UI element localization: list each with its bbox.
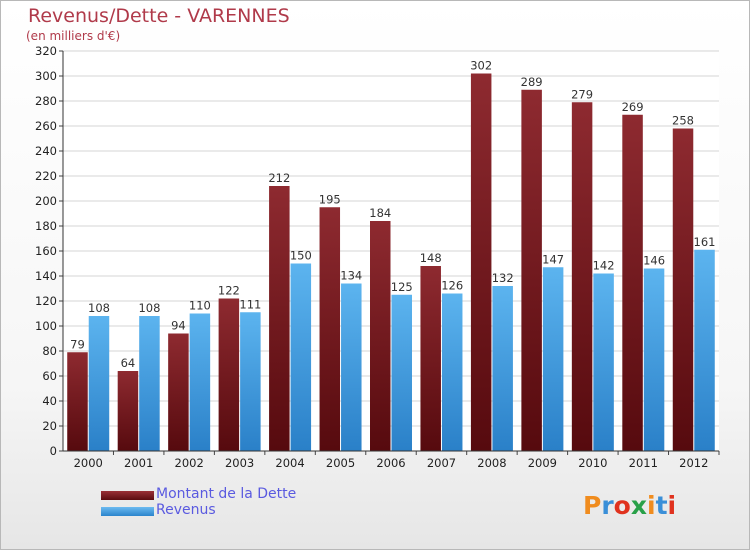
bar-debt: [67, 352, 88, 451]
data-label-revenue: 146: [643, 254, 665, 268]
y-tick-label: 200: [35, 194, 57, 208]
data-label-debt: 289: [521, 75, 543, 89]
y-tick-label: 40: [42, 394, 57, 408]
x-tick-label: 2011: [629, 456, 658, 470]
x-tick-label: 2005: [326, 456, 355, 470]
x-tick-label: 2007: [427, 456, 456, 470]
bar-debt: [117, 371, 139, 451]
bar-revenue: [189, 313, 211, 451]
bar-revenue: [139, 316, 160, 451]
x-tick-label: 2010: [578, 456, 607, 470]
bar-revenue: [643, 268, 665, 451]
data-label-revenue: 111: [239, 297, 261, 311]
logo-letter: x: [630, 491, 647, 520]
y-tick-label: 60: [42, 369, 57, 383]
data-label-debt: 94: [171, 319, 186, 333]
data-label-revenue: 161: [694, 235, 716, 249]
data-label-revenue: 108: [88, 301, 110, 315]
x-tick-label: 2000: [74, 456, 103, 470]
chart-title: Revenus/Dette - VARENNES: [28, 5, 290, 27]
bar-revenue: [542, 267, 564, 451]
logo-letter: P: [583, 491, 602, 520]
data-label-revenue: 134: [340, 269, 362, 283]
data-label-debt: 64: [121, 356, 136, 370]
y-tick-label: 300: [35, 69, 57, 83]
x-tick-label: 2004: [275, 456, 304, 470]
data-label-debt: 122: [218, 284, 240, 298]
bar-debt: [168, 333, 189, 451]
data-label-debt: 302: [470, 59, 492, 73]
y-tick-label: 140: [35, 269, 57, 283]
data-label-revenue: 132: [492, 271, 514, 285]
legend-label-debt: Montant de la Dette: [156, 486, 297, 502]
data-label-revenue: 108: [138, 301, 160, 315]
bar-revenue: [441, 293, 463, 451]
data-label-debt: 279: [571, 87, 593, 101]
bar-revenue: [290, 263, 312, 451]
x-tick-label: 2008: [477, 456, 506, 470]
y-tick-label: 0: [50, 444, 57, 458]
bar-revenue: [88, 316, 110, 451]
y-tick-label: 160: [35, 244, 57, 258]
legend-swatch-revenue: [101, 507, 154, 516]
data-label-debt: 212: [268, 171, 290, 185]
x-tick-label: 2012: [679, 456, 708, 470]
legend-label-revenue: Revenus: [156, 502, 216, 518]
bar-debt: [370, 221, 391, 451]
y-tick-label: 260: [35, 119, 57, 133]
y-tick-label: 320: [35, 44, 57, 58]
x-tick-label: 2006: [376, 456, 405, 470]
data-label-revenue: 125: [391, 280, 413, 294]
x-tick-label: 2002: [175, 456, 204, 470]
y-tick-label: 20: [42, 419, 57, 433]
y-tick-label: 180: [35, 219, 57, 233]
data-label-revenue: 110: [189, 299, 211, 313]
y-tick-label: 120: [35, 294, 57, 308]
y-tick-label: 220: [35, 169, 57, 183]
bar-debt: [672, 128, 694, 451]
y-tick-label: 280: [35, 94, 57, 108]
data-label-revenue: 142: [593, 259, 615, 273]
bar-debt: [420, 266, 441, 451]
bar-revenue: [593, 273, 614, 451]
data-label-debt: 269: [622, 100, 644, 114]
proxiti-logo: Proxiti: [583, 491, 676, 520]
bar-revenue: [694, 249, 715, 451]
data-label-debt: 184: [369, 206, 391, 220]
data-label-revenue: 150: [290, 249, 312, 263]
bar-revenue: [492, 286, 513, 451]
data-label-debt: 148: [420, 251, 442, 265]
bar-revenue: [240, 312, 261, 451]
logo-letter: i: [647, 491, 656, 520]
data-label-revenue: 147: [542, 252, 564, 266]
chart-subtitle: (en milliers d'€): [26, 29, 121, 43]
x-tick-label: 2001: [124, 456, 153, 470]
x-tick-label: 2009: [528, 456, 557, 470]
x-tick-label: 2003: [225, 456, 254, 470]
logo-letter: t: [655, 491, 668, 520]
y-tick-label: 100: [35, 319, 57, 333]
y-tick-label: 240: [35, 144, 57, 158]
y-tick-label: 80: [42, 344, 57, 358]
logo-letter: i: [667, 491, 677, 520]
bar-revenue: [341, 283, 362, 451]
bar-debt: [571, 102, 593, 451]
data-label-debt: 258: [672, 114, 694, 128]
data-label-debt: 79: [70, 337, 85, 351]
bar-debt: [470, 73, 492, 451]
bar-debt: [218, 298, 240, 451]
logo-letter: o: [613, 491, 631, 520]
legend-swatch-debt: [101, 491, 154, 500]
bar-debt: [622, 114, 643, 451]
bar-debt: [319, 207, 341, 451]
bar-debt: [521, 89, 542, 451]
bar-revenue: [391, 294, 412, 451]
data-label-revenue: 126: [441, 279, 463, 293]
bar-debt: [269, 186, 290, 451]
logo-letter: r: [601, 491, 614, 520]
data-label-debt: 195: [319, 192, 341, 206]
